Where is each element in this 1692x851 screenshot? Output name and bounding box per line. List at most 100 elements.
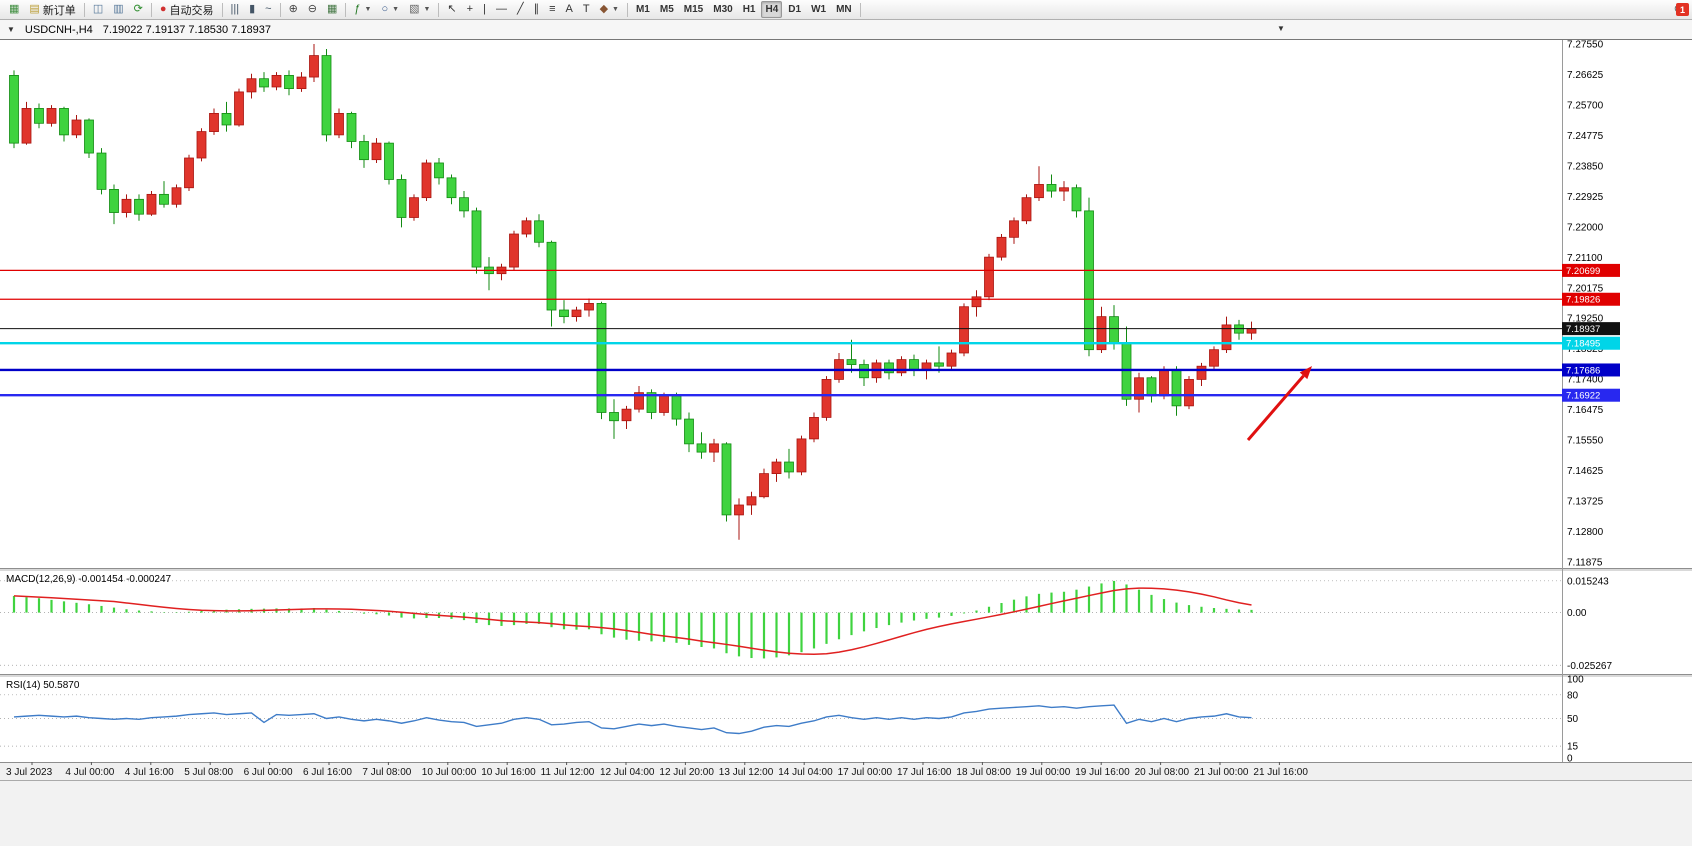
timeframe-w1-button[interactable]: W1 bbox=[807, 1, 830, 18]
chart-shift-marker[interactable]: ▼ bbox=[1277, 24, 1285, 33]
time-label: 6 Jul 16:00 bbox=[303, 767, 352, 778]
timeframe-m15-button-label: M15 bbox=[683, 4, 704, 15]
time-label: 21 Jul 00:00 bbox=[1194, 767, 1249, 778]
rsi-axis-label: 0 bbox=[1567, 754, 1573, 765]
bar-chart-type-icon: ||| bbox=[230, 3, 240, 15]
bar-chart-type-button[interactable]: ||| bbox=[227, 1, 244, 18]
text-button[interactable]: A bbox=[561, 1, 576, 18]
candle bbox=[771, 461, 782, 475]
collapse-caret-icon[interactable]: ▼ bbox=[7, 25, 15, 34]
timeframe-mn-button[interactable]: MN bbox=[832, 1, 856, 18]
new-order-button[interactable]: ▤ 新订单 bbox=[25, 1, 79, 18]
indicators-button-caret-icon: ▼ bbox=[364, 6, 372, 13]
shapes-button-caret-icon: ▼ bbox=[612, 6, 619, 13]
candle bbox=[821, 379, 832, 418]
time-label: 11 Jul 12:00 bbox=[541, 767, 595, 778]
fibonacci-button[interactable]: ≡ bbox=[545, 1, 559, 18]
autotrade-button[interactable]: ● 自动交易 bbox=[156, 1, 218, 18]
timeframe-mn-button-label: MN bbox=[836, 4, 852, 15]
candle bbox=[521, 220, 532, 235]
zoom-out-button[interactable]: ⊖ bbox=[304, 1, 321, 18]
notification-badge[interactable]: 1 bbox=[1676, 3, 1689, 16]
data-window-button[interactable]: ▥ bbox=[109, 1, 127, 18]
rsi-axis-label: 15 bbox=[1567, 742, 1579, 753]
timeframe-h4-button-label: H4 bbox=[765, 4, 779, 15]
price-tag-label: 7.16922 bbox=[1566, 391, 1600, 402]
chart-profiles-icon: ◫ bbox=[92, 3, 104, 15]
timeframe-m30-button[interactable]: M30 bbox=[709, 1, 736, 18]
macd-signal-line bbox=[13, 587, 1252, 655]
channel-button[interactable]: ∥ bbox=[530, 1, 544, 18]
rsi-layer: 100 80 50 150 RSI(14) 50.5870 bbox=[0, 675, 1584, 765]
candle bbox=[1221, 324, 1232, 351]
line-chart-type-button[interactable]: ~ bbox=[261, 1, 275, 18]
shapes-button[interactable]: ◆ ▼ bbox=[596, 1, 623, 18]
time-label: 12 Jul 04:00 bbox=[600, 767, 655, 778]
candle bbox=[984, 256, 994, 298]
period-button[interactable]: ○ ▼ bbox=[377, 1, 403, 18]
candle bbox=[271, 74, 282, 88]
candle bbox=[434, 162, 444, 179]
template-button[interactable]: ▧ ▼ bbox=[405, 1, 434, 18]
timeframe-h4-button[interactable]: H4 bbox=[761, 1, 783, 18]
timeframe-m1-button[interactable]: M1 bbox=[632, 1, 654, 18]
candle bbox=[84, 119, 94, 154]
cursor-button[interactable]: ↖ bbox=[443, 1, 460, 18]
candlestick-type-button[interactable]: ▮ bbox=[245, 1, 259, 18]
crosshair-button[interactable]: + bbox=[463, 1, 477, 18]
indicators-button[interactable]: ƒ ▼ bbox=[350, 1, 375, 18]
toolbar-separator bbox=[221, 2, 223, 17]
chart-area[interactable]: 7.27550 7.26625 7.25700 7.24775 7.23850 7.229… bbox=[0, 40, 1692, 846]
candle bbox=[284, 74, 294, 90]
candle bbox=[159, 193, 169, 205]
toolbar-separator bbox=[279, 2, 281, 17]
time-axis[interactable] bbox=[0, 762, 1692, 780]
new-order-icon: ▤ bbox=[29, 3, 40, 15]
rsi-axis-label: 80 bbox=[1567, 690, 1579, 701]
chart-profiles-button[interactable]: ◫ bbox=[89, 1, 107, 18]
price-axis-label: 7.19250 bbox=[1567, 314, 1604, 325]
trendline-button[interactable]: ╱ bbox=[513, 1, 528, 18]
candle bbox=[609, 412, 619, 422]
time-label: 6 Jul 00:00 bbox=[244, 767, 293, 778]
candle bbox=[221, 112, 232, 126]
timeframe-h1-button[interactable]: H1 bbox=[739, 1, 760, 18]
time-label: 3 Jul 2023 bbox=[6, 767, 53, 778]
panel-resize-handle[interactable] bbox=[0, 568, 1692, 571]
trend-arrow-annotation[interactable] bbox=[1246, 366, 1312, 441]
candle bbox=[1184, 379, 1194, 407]
time-axis-labels: 3 Jul 2023 4 Jul 00:00 4 Jul 16:00 5 Jul 08… bbox=[6, 762, 1308, 778]
panel-resize-handle[interactable] bbox=[0, 674, 1692, 677]
candle bbox=[1134, 377, 1144, 400]
rsi-label: RSI(14) 50.5870 bbox=[6, 680, 80, 691]
vertical-line-button[interactable]: | bbox=[479, 1, 490, 18]
horizontal-line-button[interactable]: — bbox=[492, 1, 511, 18]
candle bbox=[559, 309, 569, 318]
timeframe-d1-button-label: D1 bbox=[788, 4, 802, 15]
text-label-button[interactable]: T bbox=[579, 1, 594, 18]
price-tag bbox=[1562, 292, 1620, 306]
candle bbox=[796, 438, 807, 473]
text-label-icon: T bbox=[582, 3, 590, 15]
macd-label: MACD(12,26,9) -0.001454 -0.000247 bbox=[6, 574, 172, 585]
candle bbox=[384, 142, 394, 180]
zoom-in-icon: ⊕ bbox=[288, 3, 298, 15]
candle bbox=[59, 108, 69, 136]
price-axis-label: 7.20175 bbox=[1567, 283, 1604, 294]
price-axis-label: 7.27550 bbox=[1567, 40, 1604, 51]
timeframe-m5-button[interactable]: M5 bbox=[656, 1, 678, 18]
candle bbox=[921, 362, 932, 370]
timeframe-m15-button[interactable]: M15 bbox=[680, 1, 707, 18]
zoom-in-button[interactable]: ⊕ bbox=[285, 1, 302, 18]
toolbar-separator bbox=[626, 2, 628, 17]
candle bbox=[371, 142, 382, 161]
refresh-button[interactable]: ⟳ bbox=[130, 1, 147, 18]
candle bbox=[909, 359, 919, 370]
candle bbox=[846, 359, 857, 365]
main-chart-panel[interactable] bbox=[0, 40, 1692, 568]
new-chart-button[interactable]: ▦ bbox=[5, 1, 23, 18]
tile-windows-button[interactable]: ▦ bbox=[323, 1, 341, 18]
macd-axis-label: 0.015243 bbox=[1567, 576, 1609, 587]
timeframe-d1-button[interactable]: D1 bbox=[784, 1, 805, 18]
line-chart-type-icon: ~ bbox=[265, 3, 272, 15]
